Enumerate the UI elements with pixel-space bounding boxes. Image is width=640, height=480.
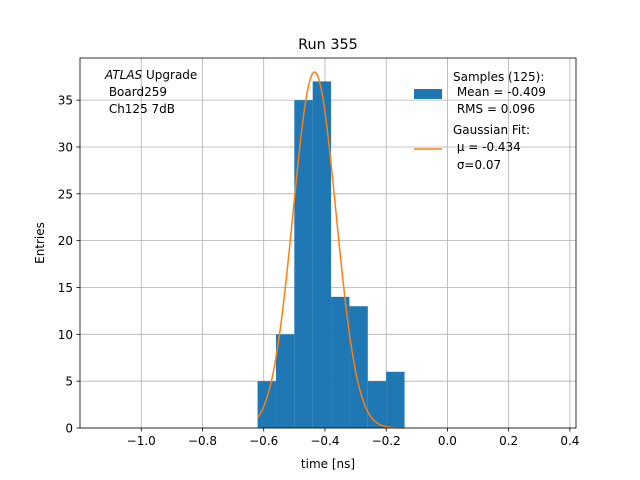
legend-fit-mu: μ = -0.434 [453, 140, 521, 154]
annotation-board: Board259 [105, 85, 167, 99]
histogram-bar [294, 100, 313, 428]
histogram-bar [386, 371, 405, 428]
histogram-bar [257, 381, 276, 428]
y-tick-label: 0 [65, 422, 73, 436]
y-tick-label: 10 [58, 328, 73, 342]
histogram-bar [367, 381, 387, 428]
x-tick-label: −0.6 [249, 434, 278, 448]
histogram-bar [312, 81, 332, 428]
y-tick-label: 20 [58, 234, 73, 248]
legend-fit-title: Gaussian Fit: [453, 123, 530, 137]
gaussian-fit-curve [256, 71, 405, 429]
legend-samples-rms: RMS = 0.096 [453, 102, 535, 116]
x-tick-label: 0.0 [438, 434, 457, 448]
plot-frame [79, 57, 577, 429]
x-tick-label: −0.8 [188, 434, 217, 448]
annotation-channel: Ch125 7dB [105, 102, 175, 116]
y-tick-label: 30 [58, 140, 73, 154]
legend-samples-mean: Mean = -0.409 [453, 85, 546, 99]
y-tick-label: 35 [58, 94, 73, 108]
histogram-bar [349, 306, 368, 428]
x-tick-label: −0.2 [372, 434, 401, 448]
histogram-bar [331, 296, 350, 428]
chart-title: Run 355 [298, 37, 358, 53]
x-axis-label: time [ns] [301, 457, 355, 471]
y-axis-ticks: 0 5 10 15 20 25 30 35 [58, 94, 80, 436]
histogram-bars [257, 81, 405, 428]
x-tick-label: 0.2 [499, 434, 518, 448]
annotation-line-1: ATLAS Upgrade [104, 68, 197, 82]
legend: Samples (125): Mean = -0.409 RMS = 0.096… [414, 70, 546, 172]
legend-fit-sigma: σ=0.07 [453, 158, 501, 172]
y-tick-label: 25 [58, 187, 73, 201]
y-tick-label: 15 [58, 281, 73, 295]
annotation-atlas: ATLAS [104, 68, 143, 82]
atlas-annotation: ATLAS Upgrade Board259 Ch125 7dB [104, 68, 197, 116]
x-tick-label: −1.0 [127, 434, 156, 448]
y-axis-label: Entries [33, 222, 47, 264]
annotation-upgrade: Upgrade [142, 68, 197, 82]
histogram-bar [275, 334, 295, 428]
x-tick-label: −0.4 [310, 434, 339, 448]
y-tick-label: 5 [65, 375, 73, 389]
legend-samples-title: Samples (125): [453, 70, 544, 84]
x-axis-ticks: −1.0 −0.8 −0.6 −0.4 −0.2 0.0 0.2 0.4 [127, 428, 579, 448]
x-tick-label: 0.4 [560, 434, 579, 448]
legend-samples-patch [414, 89, 442, 99]
